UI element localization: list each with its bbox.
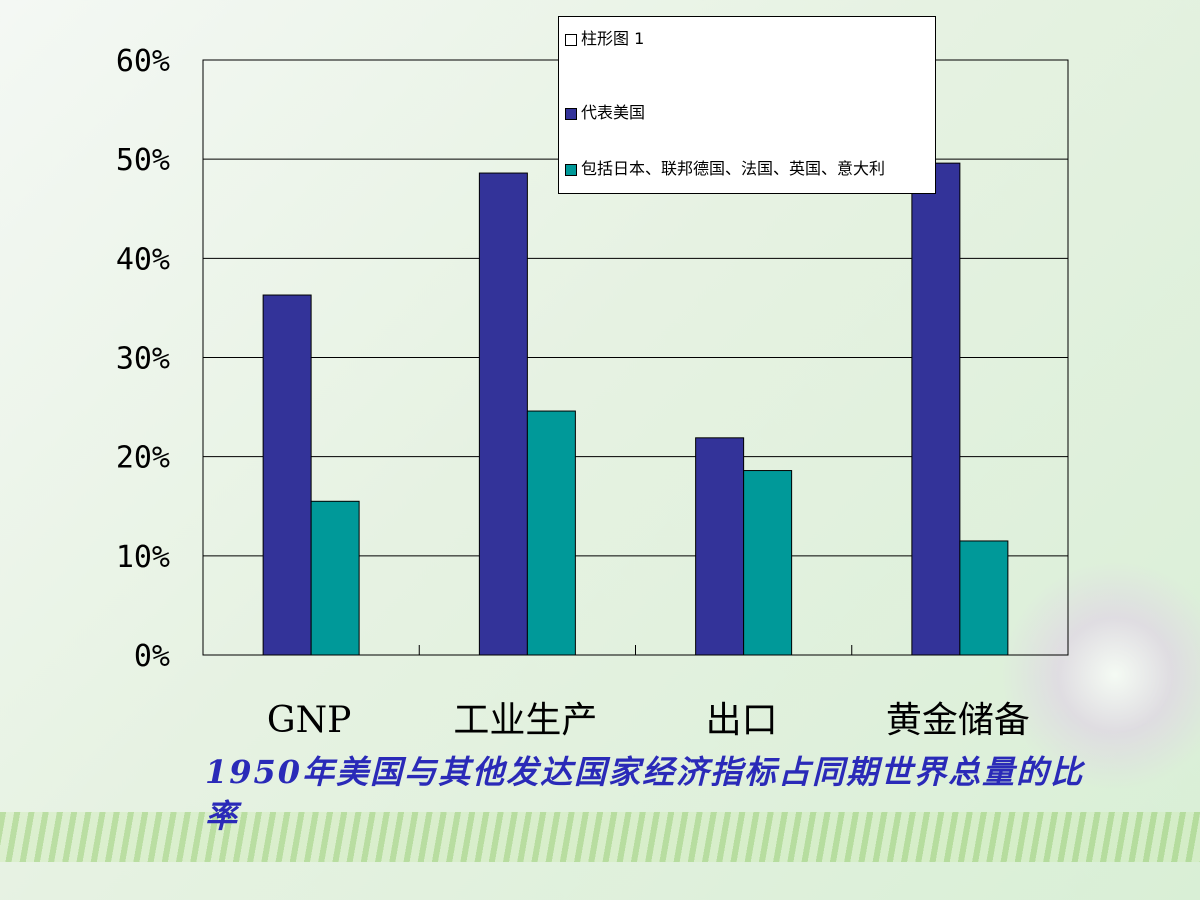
background-stripe xyxy=(0,812,1200,862)
x-category-label: 工业生产 xyxy=(453,700,597,741)
y-tick-label: 0% xyxy=(134,639,170,674)
y-tick-label: 50% xyxy=(116,143,170,178)
bar xyxy=(959,540,1009,656)
chart-caption: 1950年美国与其他发达国家经济指标占同期世界总量的比率 xyxy=(205,753,1085,835)
legend-swatch-series-3 xyxy=(565,164,577,176)
legend: 柱形图 1 代表美国 包括日本、联邦德国、法国、英国、意大利 xyxy=(558,16,936,194)
tick-labels: 0% 10% 20% 30% 40% 50% 60% GNP 工业生产 出口 黄金储备 xyxy=(116,44,1030,741)
legend-swatch-series-1 xyxy=(565,34,577,46)
x-category-label: 黄金储备 xyxy=(886,700,1030,741)
bar xyxy=(695,437,745,656)
bar xyxy=(911,162,961,656)
legend-label-series-3: 包括日本、联邦德国、法国、英国、意大利 xyxy=(581,159,886,178)
x-category-label: 出口 xyxy=(706,700,778,741)
legend-label-series-1: 柱形图 1 xyxy=(581,29,645,48)
bar xyxy=(743,470,793,656)
legend-label-series-2: 代表美国 xyxy=(581,103,646,122)
legend-swatch-series-2 xyxy=(565,108,577,120)
y-tick-label: 20% xyxy=(116,441,170,476)
bar xyxy=(526,410,576,656)
legend-item-series-3: 包括日本、联邦德国、法国、英国、意大利 xyxy=(565,159,931,179)
y-tick-label: 60% xyxy=(116,44,170,79)
bar xyxy=(478,172,528,656)
bar xyxy=(310,500,360,656)
x-category-label: GNP xyxy=(267,700,351,741)
background-flower xyxy=(1000,560,1200,790)
y-tick-label: 10% xyxy=(116,540,170,575)
y-tick-label: 40% xyxy=(116,242,170,277)
legend-item-series-2: 代表美国 xyxy=(565,103,931,123)
bar xyxy=(262,294,312,656)
bars xyxy=(262,162,1009,656)
legend-item-series-1: 柱形图 1 xyxy=(565,29,931,49)
y-tick-label: 30% xyxy=(116,342,170,377)
